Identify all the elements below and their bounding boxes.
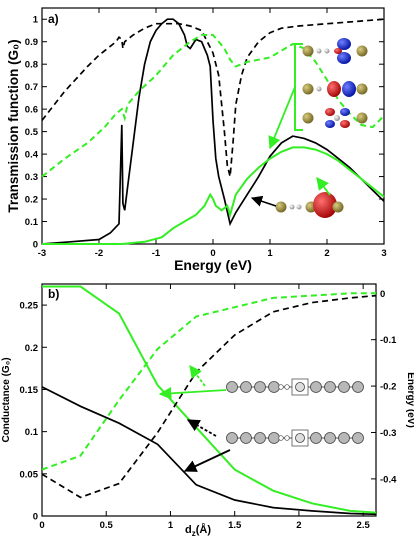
b-ytick-label: 0.25 — [20, 301, 39, 312]
a-series-line-black-dashed — [41, 18, 385, 177]
arrow-green-dashed-up — [189, 364, 206, 387]
a-ytick-label: 0.8 — [25, 60, 38, 71]
b-ytick-label-right: -0.1 — [380, 335, 397, 346]
a-xtick-label: -3 — [38, 248, 46, 259]
orbital-inset-4 — [275, 192, 344, 218]
chain-atom — [240, 381, 252, 393]
a-ytick-label: 0.4 — [25, 150, 39, 161]
a-ytick-label: 0 — [33, 240, 38, 251]
chain-atom — [254, 381, 266, 393]
chain-atom — [324, 432, 336, 444]
panel-a-ticks: -3 -2 -1 0 1 2 3 0 0.1 0.2 0.3 0.4 0.5 0.6 0.7 0.8 0.9 1 — [25, 8, 387, 259]
chain-atom — [254, 432, 266, 444]
orbital-inset-3 — [302, 108, 368, 128]
arrow-upper-chain-to-green — [158, 387, 227, 400]
panel-b-ticks: 0 0.5 1 1.5 2 2.5 0 0.05 0.1 0.15 0.2 0.25 -0.4 -0.3 -… — [20, 284, 397, 531]
chain-inset-upper — [226, 378, 364, 396]
chain-atom — [310, 432, 322, 444]
b-ytick-label: 0.1 — [25, 427, 39, 438]
a-xtick-label: -2 — [95, 248, 103, 259]
a-series-line-black-solid — [41, 18, 385, 245]
panel-b-xlabel-main: d — [185, 524, 192, 536]
a-series-line-green-dashed — [41, 34, 385, 178]
chain-center-atom — [295, 433, 305, 443]
arrow-lower-chain-to-black — [183, 449, 231, 472]
b-xtick-label: 2.5 — [357, 520, 371, 531]
a-ytick-label: 0.1 — [25, 217, 39, 228]
panel-b-xlabel: dz(Å) — [185, 523, 211, 538]
b-xtick-label: 2 — [296, 520, 301, 531]
chain-atom — [310, 381, 322, 393]
b-xtick-label: 1.5 — [228, 520, 242, 531]
panel-a-label: a) — [48, 12, 59, 26]
chain-atom — [324, 381, 336, 393]
orbital-bracket — [294, 43, 303, 131]
panel-b-ylabel-right: Energy (eV) — [405, 372, 414, 428]
chain-atom — [268, 432, 280, 444]
arrow-black-dashed-up — [186, 419, 217, 437]
panel-b-ylabel: Conductance (G₀) — [1, 357, 12, 442]
a-xtick-label: 2 — [324, 248, 329, 259]
chain-small-atom — [284, 435, 290, 441]
a-ytick-label: 0.2 — [25, 195, 38, 206]
chain-atom — [352, 381, 364, 393]
b-ytick-label-right: -0.3 — [380, 428, 396, 439]
b-ytick-label-right: 0 — [380, 289, 385, 300]
arrow-to-green-peak — [316, 176, 331, 196]
b-xtick-label: 1 — [168, 520, 174, 531]
chain-atom — [226, 381, 238, 393]
chain-inset-lower — [226, 429, 364, 447]
b-ytick-label: 0.2 — [25, 343, 38, 354]
panel-a-xlabel: Energy (eV) — [174, 257, 252, 273]
panel-b-xlabel-unit: (Å) — [196, 523, 212, 536]
b-series-line-green-dashed — [41, 292, 376, 471]
a-ytick-label: 0.5 — [25, 127, 39, 138]
a-ytick-label: 0.9 — [25, 37, 38, 48]
a-xtick-label: 3 — [381, 248, 386, 259]
panel-b-frame — [41, 283, 377, 517]
chain-atom — [226, 432, 238, 444]
chain-atom — [338, 432, 350, 444]
a-ytick-label: 0.7 — [25, 82, 38, 93]
b-ytick-label: 0.05 — [20, 469, 39, 480]
a-xtick-label: 0 — [210, 248, 215, 259]
b-ytick-label-right: -0.2 — [380, 382, 396, 393]
b-xtick-label: 0.5 — [100, 520, 114, 531]
chain-atom — [240, 432, 252, 444]
b-ytick-label: 0.15 — [20, 385, 39, 396]
panel-a: -3 -2 -1 0 1 2 300.10.20.30.40.50.60.70.80.91 … — [6, 7, 387, 273]
b-series-line-black-solid — [41, 386, 377, 516]
a-ytick-label: 0.6 — [25, 105, 38, 116]
panel-b-xlabel-sub: z — [192, 529, 196, 538]
chain-small-atom — [278, 435, 284, 441]
arrow-bracket-to-green-dashed — [268, 86, 296, 150]
panel-b: 0 0.5 1 1.5 2 2.5 0 0.05 0.1 0.15 0.2 0.25 -0.4 -0.3 -… — [1, 283, 414, 538]
a-ytick-label: 0.3 — [25, 172, 38, 183]
panel-a-series — [41, 18, 385, 245]
chain-atom — [268, 381, 280, 393]
b-series-line-black-dashed — [41, 294, 377, 499]
panel-b-series — [41, 285, 377, 516]
arrow-to-black-peak — [250, 195, 277, 207]
chain-small-atom — [284, 384, 290, 390]
chain-atom — [338, 381, 350, 393]
panel-b-label: b) — [48, 287, 59, 301]
chain-atom — [352, 432, 364, 444]
b-series-line-green-solid — [42, 285, 377, 514]
b-ytick-label: 0 — [33, 512, 38, 523]
a-series-line-green-solid — [42, 146, 385, 245]
panel-a-ylabel: Transmission function (G₀) — [6, 39, 21, 212]
b-ytick-label-right: -0.4 — [380, 474, 397, 485]
a-ytick-label: 1 — [33, 15, 39, 26]
b-xtick-label: 0 — [39, 520, 44, 531]
chain-small-atom — [278, 384, 284, 390]
orbital-inset-1 — [302, 38, 368, 64]
orbital-inset-2 — [302, 81, 368, 97]
a-xtick-label: -1 — [152, 248, 161, 259]
chain-center-atom — [295, 382, 305, 392]
a-xtick-label: 1 — [267, 248, 273, 259]
